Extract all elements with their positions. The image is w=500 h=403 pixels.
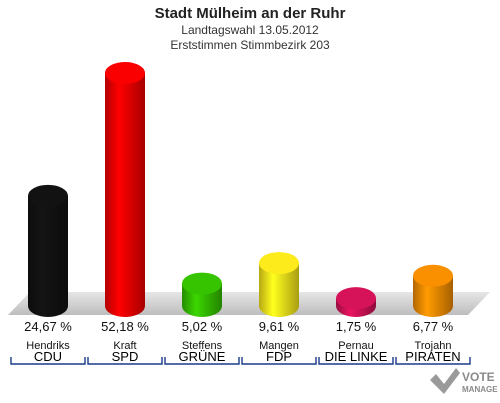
vote-manager-logo: VOTE MANAGER [428,366,500,398]
party-underline [87,357,163,365]
bar-body [28,195,68,317]
logo-line1: VOTE [462,370,495,384]
bar-body [105,73,145,317]
value-label: 9,61 % [259,319,300,334]
party-label: CDU [34,349,62,364]
logo-line2: MANAGER [462,385,498,394]
bar-cap [413,264,453,287]
candidate-label: Trojahn [415,340,452,352]
bar-body [259,263,299,317]
party-underline [395,357,471,365]
value-label: 52,18 % [101,319,149,334]
party-underline [10,357,86,365]
chart-subtitle-district: Erststimmen Stimmbezirk 203 [170,38,330,52]
bar-cap [182,272,222,295]
vote-manager-logo-mark: VOTE MANAGER [430,368,500,394]
candidate-label: Steffens [182,340,223,352]
candidate-label: Kraft [113,340,136,352]
bar-piraten [413,264,453,317]
value-label: 6,77 % [413,319,454,334]
value-label: 5,02 % [182,319,223,334]
candidate-label: Hendriks [26,340,70,352]
bars-group [28,62,453,317]
bar-cap [336,287,376,310]
bar-cap [259,252,299,275]
value-label: 24,67 % [24,319,72,334]
bar-spd [105,62,145,317]
party-label: SPD [112,349,139,364]
chart-header: Stadt Mülheim an der Ruhr Landtagswahl 1… [0,0,500,53]
party-underline [164,357,240,365]
party-label: PIRATEN [405,349,460,364]
chart-title: Stadt Mülheim an der Ruhr [154,5,346,22]
bar-cap [105,62,145,84]
party-underline [241,357,317,365]
bar-cap [28,184,68,207]
bar-fdp [259,252,299,317]
candidate-label: Mangen [259,340,299,352]
party-label: FDP [266,349,292,364]
bar-die-linke [336,287,376,317]
party-underline [318,357,394,365]
bar-body [413,275,453,317]
party-label: GRÜNE [179,349,226,364]
bar-grüne [182,272,222,317]
party-label: DIE LINKE [325,349,388,364]
chart-subtitle-election: Landtagswahl 13.05.2012 [181,23,319,37]
value-label: 1,75 % [336,319,377,334]
bar-cdu [28,184,68,317]
candidate-label: Pernau [338,340,373,352]
